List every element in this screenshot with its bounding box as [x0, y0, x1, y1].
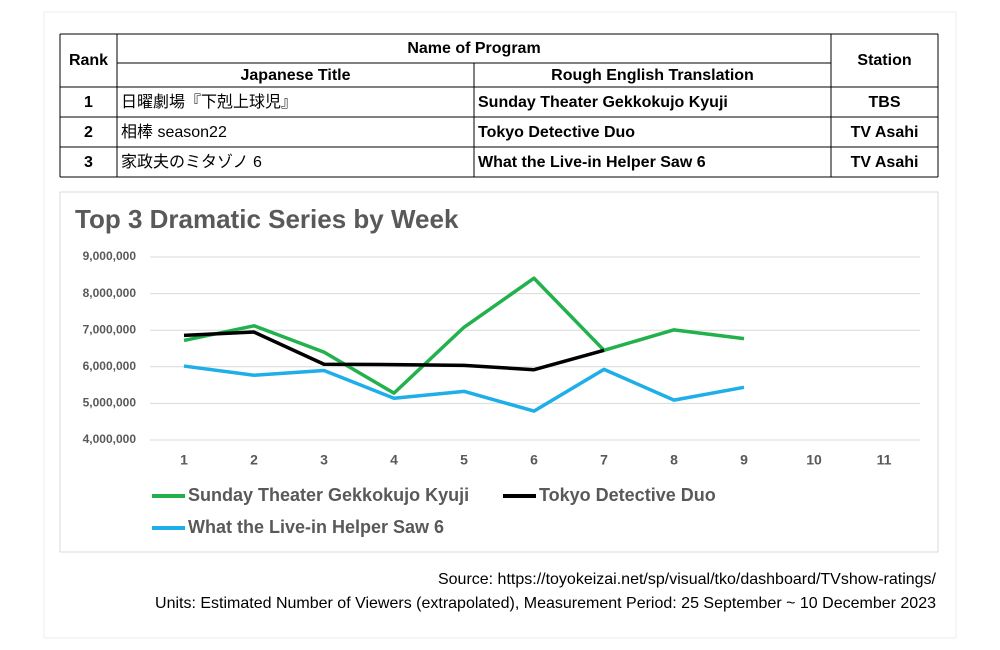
- table-cell: 日曜劇場『下剋上球児』: [121, 93, 297, 111]
- y-tick-label: 4,000,000: [83, 432, 137, 446]
- legend-label: Tokyo Detective Duo: [539, 485, 716, 505]
- x-tick-label: 10: [806, 452, 822, 468]
- y-tick-label: 7,000,000: [83, 322, 137, 336]
- header-cell: Rank: [69, 52, 108, 69]
- units: Units: Estimated Number of Viewers (extr…: [155, 595, 936, 612]
- y-tick-label: 6,000,000: [83, 359, 137, 373]
- table-cell: 相棒 season22: [121, 123, 227, 141]
- chart-frame: [59, 191, 939, 553]
- table-cell: TV Asahi: [851, 124, 919, 141]
- x-tick-label: 7: [600, 452, 608, 468]
- source: Source: https://toyokeizai.net/sp/visual…: [438, 571, 937, 588]
- table-cell: TV Asahi: [851, 154, 919, 171]
- y-tick-label: 5,000,000: [83, 396, 137, 410]
- table-cell: Sunday Theater Gekkokujo Kyuji: [478, 94, 728, 111]
- table-cell: 2: [84, 124, 93, 141]
- x-tick-label: 4: [390, 452, 398, 468]
- x-tick-label: 1: [180, 452, 188, 468]
- legend-label: What the Live-in Helper Saw 6: [188, 517, 444, 537]
- x-tick-label: 3: [320, 452, 328, 468]
- x-tick-label: 11: [877, 452, 892, 468]
- series-line: [183, 276, 745, 395]
- header-cell: Rough English Translation: [551, 67, 754, 84]
- series-line: [183, 364, 745, 413]
- x-tick-label: 8: [670, 452, 678, 468]
- header-cell: Japanese Title: [241, 67, 351, 84]
- x-tick-label: 6: [530, 452, 538, 468]
- y-tick-label: 9,000,000: [83, 249, 137, 263]
- series-line: [183, 330, 605, 372]
- x-tick-label: 9: [740, 452, 748, 468]
- x-tick-label: 2: [250, 452, 258, 468]
- table-cell: What the Live-in Helper Saw 6: [478, 154, 706, 171]
- chart-title: Top 3 Dramatic Series by Week: [75, 204, 459, 234]
- table-cell: 1: [84, 94, 93, 111]
- header-cell: Station: [857, 52, 911, 69]
- x-tick-label: 5: [460, 452, 468, 468]
- table-cell: TBS: [869, 94, 901, 111]
- page-frame: [43, 11, 957, 639]
- table-cell: Tokyo Detective Duo: [478, 124, 635, 141]
- table-cell: 家政夫のミタゾノ 6: [121, 153, 262, 171]
- header-cell: Name of Program: [407, 40, 540, 57]
- legend-label: Sunday Theater Gekkokujo Kyuji: [188, 485, 469, 505]
- table-cell: 3: [84, 154, 93, 171]
- y-tick-label: 8,000,000: [83, 286, 137, 300]
